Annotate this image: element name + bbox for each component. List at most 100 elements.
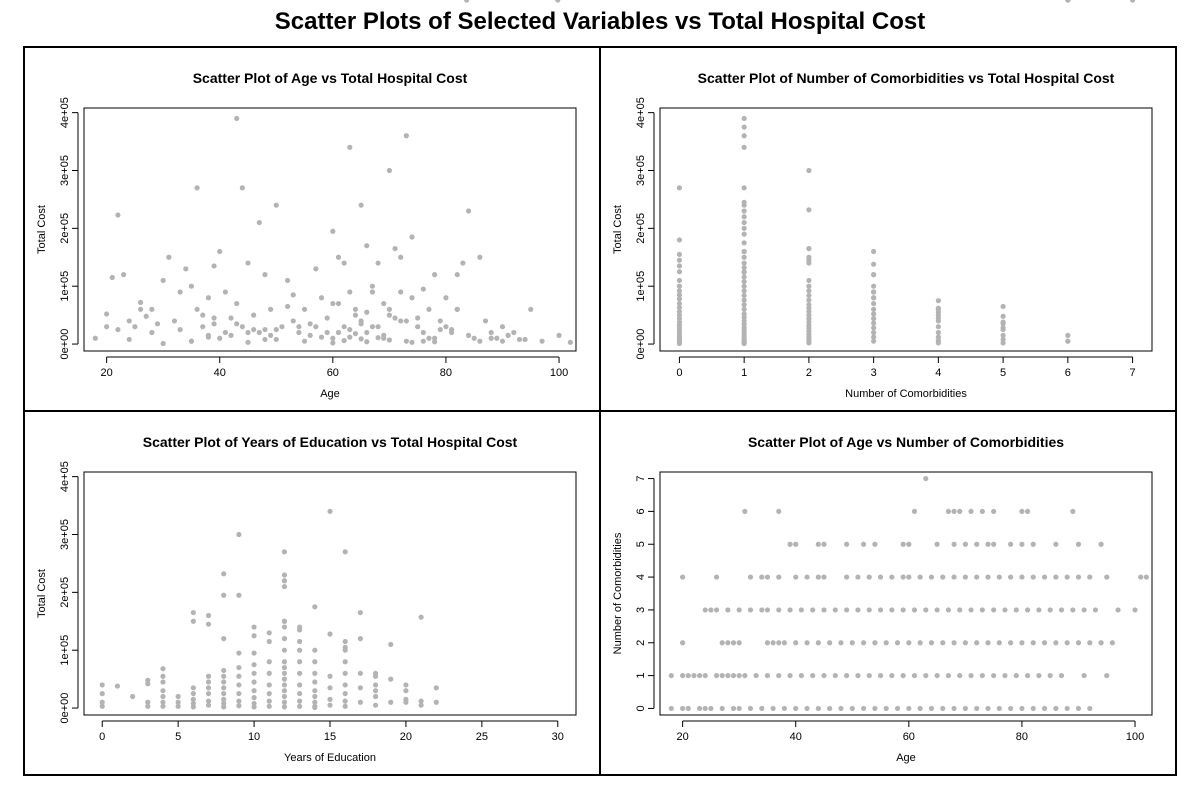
data-point — [381, 332, 387, 338]
data-point — [221, 673, 227, 679]
data-point — [375, 324, 381, 330]
data-point — [372, 693, 379, 700]
data-point — [676, 269, 683, 275]
data-point — [979, 672, 985, 679]
data-point — [923, 672, 929, 679]
data-point — [477, 338, 483, 344]
data-point — [312, 688, 318, 694]
data-point — [369, 289, 376, 295]
data-point — [301, 338, 308, 344]
data-point — [364, 243, 370, 249]
data-point — [900, 607, 906, 613]
data-point — [318, 334, 325, 340]
data-point — [680, 640, 686, 646]
data-point — [342, 549, 348, 555]
data-point — [776, 607, 782, 613]
data-point — [129, 693, 136, 700]
data-point — [730, 705, 737, 712]
data-point — [906, 640, 912, 646]
data-point — [175, 699, 181, 705]
data-point — [676, 251, 683, 257]
data-point — [917, 640, 923, 646]
data-point — [221, 685, 227, 691]
data-point — [160, 277, 166, 284]
data-point — [205, 621, 212, 627]
data-point — [251, 624, 257, 630]
data-point — [92, 335, 98, 341]
data-point — [388, 641, 394, 648]
data-point — [1000, 303, 1006, 310]
data-point — [437, 318, 443, 324]
data-point — [1000, 332, 1006, 338]
data-point — [676, 292, 683, 298]
data-point — [741, 144, 747, 150]
figure-title: Scatter Plots of Selected Variables vs T… — [274, 8, 926, 35]
x-tick-label: 2 — [806, 367, 812, 379]
data-point — [392, 315, 398, 321]
data-point — [312, 699, 318, 705]
data-point — [154, 321, 161, 327]
data-point — [448, 329, 455, 336]
data-point — [312, 670, 318, 676]
data-point — [991, 607, 997, 613]
data-point — [1002, 607, 1008, 613]
data-point — [676, 257, 683, 263]
data-point — [266, 638, 272, 645]
data-point — [341, 324, 347, 330]
data-point — [190, 690, 196, 697]
data-point — [115, 212, 121, 218]
data-point — [866, 574, 872, 580]
data-point — [741, 240, 747, 246]
data-point — [372, 702, 379, 708]
data-point — [871, 295, 877, 301]
data-point — [205, 690, 212, 697]
data-point — [806, 283, 812, 289]
data-point — [327, 508, 333, 514]
data-point — [228, 315, 234, 321]
x-tick-label: 15 — [324, 731, 336, 743]
data-point — [327, 631, 333, 637]
data-point — [1070, 607, 1076, 613]
data-point — [194, 185, 200, 191]
data-point — [281, 693, 288, 700]
data-point — [1019, 508, 1025, 515]
data-point — [1075, 640, 1082, 646]
data-point — [866, 672, 872, 679]
data-point — [145, 703, 151, 709]
data-point — [188, 283, 195, 289]
data-point — [266, 630, 272, 636]
data-point — [741, 288, 747, 294]
data-point — [1115, 607, 1121, 613]
data-point — [372, 688, 379, 694]
plot-area — [83, 107, 577, 352]
data-point — [381, 300, 387, 307]
data-point — [696, 705, 703, 712]
data-point — [471, 335, 477, 341]
data-point — [273, 336, 279, 343]
data-point — [160, 703, 166, 709]
y-tick-label: 1e+05 — [59, 635, 71, 666]
data-point — [312, 659, 318, 665]
data-point — [832, 672, 838, 679]
data-point — [160, 679, 166, 685]
x-tick-label: 80 — [1016, 731, 1028, 743]
data-point — [251, 650, 257, 656]
panel-age-vs-comorbidities: Scatter Plot of Age vs Number of Comorbi… — [612, 434, 1153, 764]
y-tick-label: 5 — [635, 541, 647, 547]
data-point — [676, 237, 683, 243]
data-point — [297, 659, 303, 665]
data-point — [764, 574, 771, 580]
data-point — [99, 690, 105, 697]
data-point — [979, 508, 985, 515]
data-point — [877, 672, 884, 679]
data-points — [668, 475, 1149, 712]
data-point — [1065, 338, 1071, 344]
y-tick-label: 0e+00 — [59, 329, 71, 360]
data-point — [917, 574, 923, 580]
data-point — [465, 332, 472, 338]
data-point — [433, 699, 439, 705]
data-point — [236, 690, 242, 697]
y-axis-label: Total Cost — [612, 205, 624, 254]
data-point — [996, 640, 1002, 646]
data-point — [335, 329, 342, 336]
